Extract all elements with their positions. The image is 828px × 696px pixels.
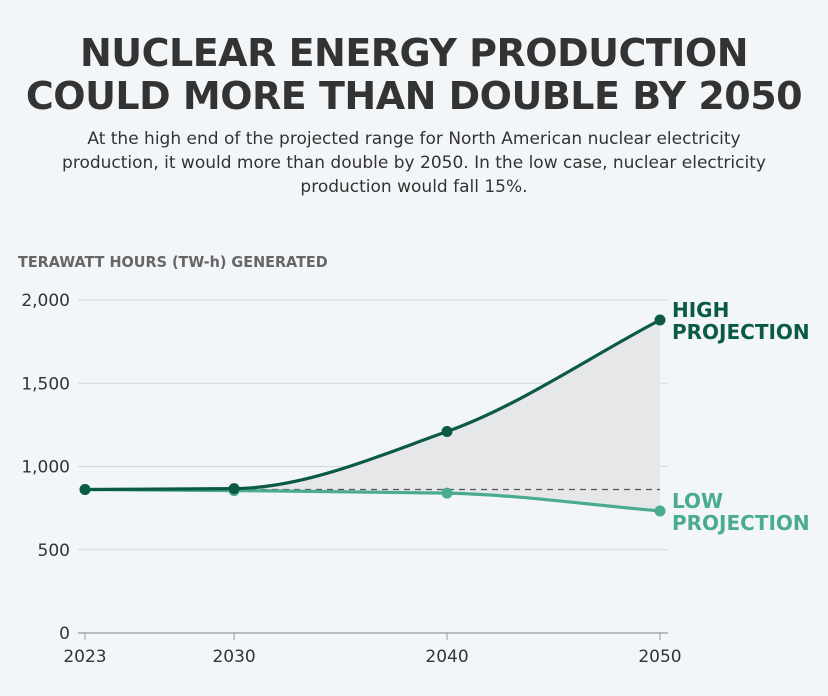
high-projection-label: HIGH xyxy=(672,298,729,322)
low-projection-point xyxy=(654,505,666,517)
title-line-2: COULD MORE THAN DOUBLE BY 2050 xyxy=(25,74,803,118)
y-axis-label: TERAWATT HOURS (TW-h) GENERATED xyxy=(18,253,328,271)
high-projection-point xyxy=(654,314,666,326)
title-line-1: NUCLEAR ENERGY PRODUCTION xyxy=(79,31,749,75)
y-tick-label: 500 xyxy=(38,541,70,561)
high-projection-point xyxy=(441,426,453,438)
y-tick-label: 1,500 xyxy=(21,374,70,394)
high-projection-label: PROJECTION xyxy=(672,320,810,344)
x-tick-label: 2023 xyxy=(63,647,106,667)
data-points xyxy=(79,314,666,517)
low-projection-label: PROJECTION xyxy=(672,511,810,535)
x-tick-label: 2050 xyxy=(638,647,681,667)
x-tick-label: 2030 xyxy=(212,647,255,667)
y-tick-label: 1,000 xyxy=(21,458,70,478)
x-tick-label: 2040 xyxy=(425,647,468,667)
projection-range-band xyxy=(85,319,660,511)
y-tick-label: 0 xyxy=(59,624,70,644)
chart-title: NUCLEAR ENERGY PRODUCTION COULD MORE THA… xyxy=(0,32,828,118)
low-projection-label: LOW xyxy=(672,489,723,513)
chart-subtitle: At the high end of the projected range f… xyxy=(62,129,766,197)
high-projection-point xyxy=(79,483,91,495)
low-projection-point xyxy=(441,487,453,499)
high-projection-point xyxy=(228,483,240,495)
axis-ticks: 0 500 1,000 1,500 2,000 2023 2030 2040 2050 xyxy=(21,291,681,667)
line-high-projection xyxy=(83,318,662,492)
y-tick-label: 2,000 xyxy=(21,291,70,311)
